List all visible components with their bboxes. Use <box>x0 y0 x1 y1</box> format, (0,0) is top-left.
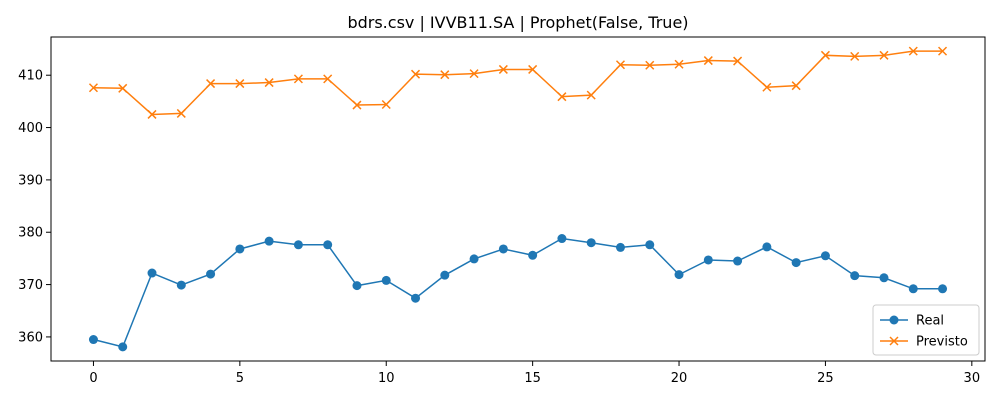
legend-entry-real: Real <box>880 314 944 329</box>
data-point <box>88 83 98 93</box>
data-point <box>176 280 186 290</box>
data-point <box>323 74 333 84</box>
data-point <box>879 50 889 60</box>
legend-marker <box>889 336 899 346</box>
data-point <box>411 293 421 303</box>
data-point <box>440 70 450 80</box>
data-point <box>791 81 801 91</box>
data-point <box>733 56 743 66</box>
data-point <box>498 64 508 74</box>
y-tick-label: 370 <box>18 278 43 293</box>
legend: Real Previsto <box>872 304 980 356</box>
data-point <box>235 79 245 89</box>
y-tick-label: 400 <box>18 121 43 136</box>
legend-label: Previsto <box>916 335 968 350</box>
data-point <box>850 51 860 61</box>
x-tick-label: 5 <box>236 371 244 386</box>
data-point <box>528 64 538 74</box>
data-point <box>557 234 567 244</box>
data-point <box>645 240 655 250</box>
y-tick-label: 390 <box>18 173 43 188</box>
data-point <box>908 284 918 294</box>
series-real <box>88 234 948 352</box>
data-point <box>206 79 216 89</box>
data-point <box>586 90 596 100</box>
data-point <box>469 254 479 264</box>
data-point <box>938 284 948 294</box>
data-point <box>147 109 157 119</box>
data-point <box>557 92 567 102</box>
chart-title: bdrs.csv | IVVB11.SA | Prophet(False, Tr… <box>347 13 688 32</box>
data-point <box>791 258 801 268</box>
data-point <box>850 271 860 281</box>
data-point <box>176 108 186 118</box>
data-point <box>118 83 128 93</box>
data-point <box>586 238 596 248</box>
y-tick-label: 410 <box>18 69 43 84</box>
data-point <box>88 335 98 345</box>
data-point <box>908 46 918 56</box>
data-point <box>938 46 948 56</box>
series-line <box>93 50 943 116</box>
data-point <box>206 269 216 279</box>
data-point <box>615 242 625 252</box>
axes-layer: 0 5 10 15 20 25 30 360 370 380 390 400 410 <box>18 36 986 386</box>
data-point <box>381 99 391 110</box>
x-tick-label: 15 <box>524 371 541 386</box>
data-point <box>528 250 538 260</box>
data-point <box>147 268 157 278</box>
data-point <box>879 273 889 283</box>
x-tick-label: 30 <box>964 371 981 386</box>
data-point <box>674 270 684 280</box>
legend-entry-previsto: Previsto <box>880 335 968 350</box>
data-point <box>440 270 450 280</box>
data-point <box>381 275 391 285</box>
x-tick-label: 20 <box>671 371 688 386</box>
data-point <box>352 281 362 291</box>
series-layer <box>88 46 948 352</box>
data-point <box>352 100 362 110</box>
data-point <box>118 342 128 352</box>
data-point <box>293 74 303 84</box>
data-point <box>733 256 743 266</box>
plot-frame <box>50 36 986 362</box>
data-point <box>762 242 772 252</box>
legend-marker <box>889 315 899 325</box>
data-point <box>264 236 274 246</box>
data-point <box>674 59 684 69</box>
x-tick-label: 25 <box>817 371 834 386</box>
x-tick-label: 0 <box>89 371 97 386</box>
data-point <box>703 255 713 265</box>
data-point <box>498 244 508 254</box>
series-previsto <box>88 46 948 119</box>
series-line <box>93 237 943 348</box>
data-point <box>293 240 303 250</box>
data-point <box>469 69 479 79</box>
legend-label: Real <box>916 314 944 329</box>
x-tick-label: 10 <box>378 371 395 386</box>
data-point <box>264 78 274 88</box>
data-point <box>323 240 333 250</box>
legend-box <box>872 304 980 356</box>
data-point <box>645 60 655 70</box>
y-tick-label: 360 <box>18 330 43 345</box>
y-tick-label: 380 <box>18 226 43 241</box>
data-point <box>410 69 421 79</box>
plot-area <box>51 37 985 361</box>
data-point <box>615 60 626 70</box>
data-point <box>235 244 245 254</box>
data-point <box>820 251 830 261</box>
data-point <box>703 56 713 66</box>
data-point <box>820 50 830 60</box>
data-point <box>762 82 772 92</box>
